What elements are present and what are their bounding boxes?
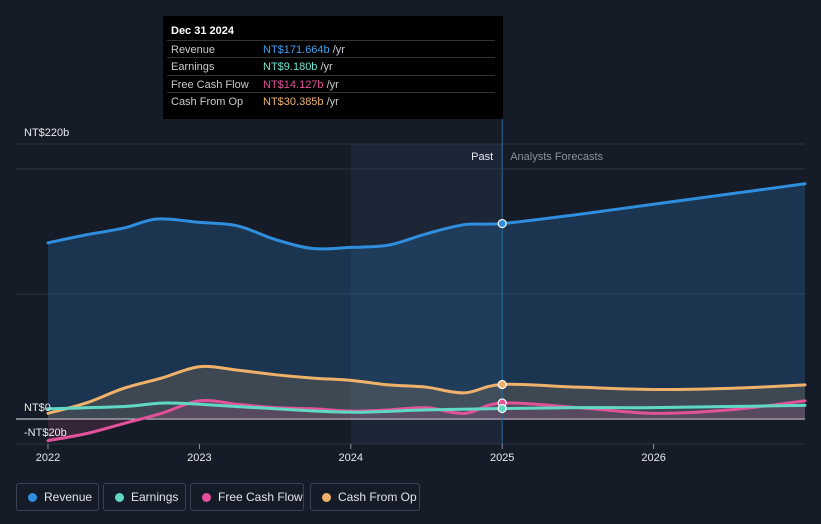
legend-label: Cash From Op — [338, 490, 417, 504]
x-tick-label: 2026 — [641, 452, 665, 464]
legend-label: Earnings — [131, 490, 179, 504]
legend-dot-icon — [115, 493, 124, 502]
forecast-label: Analysts Forecasts — [510, 151, 603, 163]
line-earnings — [46, 401, 807, 414]
tooltip-value: NT$171.664b /yr — [263, 44, 345, 56]
x-tick-label: 2022 — [36, 452, 60, 464]
x-tick-label: 2024 — [339, 452, 363, 464]
marker-earnings — [497, 403, 507, 414]
x-tick-label: 2023 — [187, 452, 211, 464]
tooltip-value: NT$14.127b /yr — [263, 79, 339, 91]
tooltip-row-earnings: Earnings NT$9.180b /yr — [167, 57, 495, 75]
tooltip-label: Free Cash Flow — [171, 79, 249, 91]
tooltip-row-revenue: Revenue NT$171.664b /yr — [167, 40, 495, 58]
tooltip-date: Dec 31 2024 — [171, 25, 234, 37]
tooltip-label: Revenue — [171, 44, 216, 56]
legend-item-free-cash-flow[interactable]: Free Cash Flow — [190, 483, 304, 511]
y-tick-label: -NT$20b — [24, 427, 67, 439]
legend-label: Revenue — [44, 490, 93, 504]
tooltip-value: NT$9.180b /yr — [263, 61, 333, 73]
legend-dot-icon — [322, 493, 331, 502]
legend-dot-icon — [202, 493, 211, 502]
tooltip-row-cfo: Cash From Op NT$30.385b /yr — [167, 92, 495, 110]
tooltip-value: NT$30.385b /yr — [263, 96, 339, 108]
tooltip-label: Earnings — [171, 61, 215, 73]
line-cash-from-op — [46, 364, 807, 415]
marker-cash-from-op — [497, 379, 507, 390]
line-revenue — [46, 182, 807, 251]
y-tick-label: NT$0 — [24, 402, 51, 414]
area-revenue — [48, 183, 805, 419]
tooltip-label: Cash From Op — [171, 96, 244, 108]
legend-item-earnings[interactable]: Earnings — [103, 483, 186, 511]
legend-label: Free Cash Flow — [218, 490, 303, 504]
x-tick-label: 2025 — [490, 452, 514, 464]
tooltip: Dec 31 2024 Revenue NT$171.664b /yr Earn… — [163, 16, 503, 119]
area-free-cash-flow — [48, 400, 805, 441]
y-tick-label: NT$220b — [24, 127, 69, 139]
legend-dot-icon — [28, 493, 37, 502]
legend-item-revenue[interactable]: Revenue — [16, 483, 99, 511]
marker-revenue — [497, 218, 507, 229]
past-label: Past — [471, 151, 493, 163]
legend-item-cash-from-op[interactable]: Cash From Op — [310, 483, 420, 511]
tooltip-row-fcf: Free Cash Flow NT$14.127b /yr — [167, 75, 495, 93]
